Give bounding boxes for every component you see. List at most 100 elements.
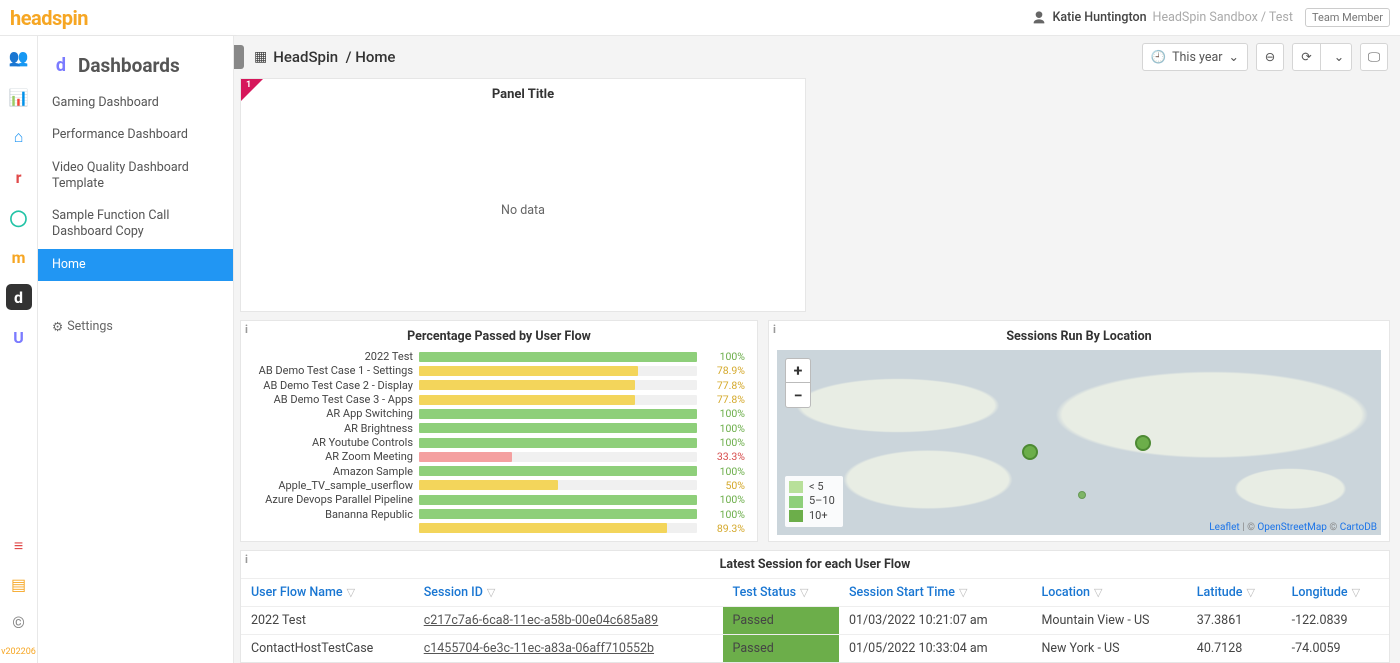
- pct-row[interactable]: AR Zoom Meeting33.3%: [253, 450, 745, 463]
- filter-icon[interactable]: ▽: [1247, 586, 1255, 599]
- rail-copyright-icon[interactable]: ©: [6, 609, 32, 635]
- pct-row[interactable]: Bananna Republic100%: [253, 507, 745, 520]
- table-header[interactable]: Test Status▽: [723, 579, 839, 607]
- breadcrumb[interactable]: HeadSpin / Home: [273, 48, 395, 66]
- refresh-split-button[interactable]: ⟳ ⌄: [1292, 43, 1352, 71]
- panel-info-icon[interactable]: i: [773, 323, 776, 336]
- pct-row[interactable]: AR App Switching100%: [253, 407, 745, 420]
- alert-badge[interactable]: [241, 79, 263, 101]
- zoom-in-button[interactable]: +: [786, 359, 810, 383]
- rail-home-icon[interactable]: ⌂: [6, 124, 32, 150]
- percentage-panel: i Percentage Passed by User Flow 2022 Te…: [240, 320, 758, 542]
- table-row[interactable]: 2022 Test c217c7a6-6ca8-11ec-a58b-00e04c6…: [241, 607, 1389, 635]
- sidebar-settings[interactable]: ⚙ Settings: [38, 311, 233, 343]
- table-cell: c1455704-6e3c-11ec-a83a-06aff710552b: [414, 635, 723, 663]
- pct-label: AR App Switching: [253, 407, 413, 420]
- zoom-out-button[interactable]: −: [786, 383, 810, 407]
- pct-value: 100%: [703, 422, 745, 435]
- filter-icon[interactable]: ▽: [487, 586, 495, 599]
- map-marker[interactable]: [1078, 491, 1086, 499]
- pct-row[interactable]: AB Demo Test Case 3 - Apps77.8%: [253, 393, 745, 406]
- map-title: Sessions Run By Location: [777, 325, 1381, 350]
- sidebar-item[interactable]: Home: [38, 249, 233, 281]
- pct-value: 77.8%: [703, 379, 745, 392]
- pct-row[interactable]: AR Youtube Controls100%: [253, 436, 745, 449]
- status-cell: Passed: [723, 635, 839, 663]
- filter-icon[interactable]: ▽: [959, 586, 967, 599]
- filter-icon[interactable]: ▽: [1094, 586, 1102, 599]
- sidebar-item[interactable]: Performance Dashboard: [38, 119, 233, 151]
- pct-bar: [419, 495, 697, 505]
- time-range-picker[interactable]: 🕘 This year ⌄: [1142, 43, 1249, 71]
- sidebar-item[interactable]: Gaming Dashboard: [38, 87, 233, 119]
- monitor-icon: 🖵: [1368, 50, 1380, 65]
- top-header: headspin Katie Huntington HeadSpin Sandb…: [0, 0, 1400, 36]
- panel-title-panel: 1 Panel Title No data: [240, 78, 806, 312]
- table-row[interactable]: ContactHostTestCasec1455704-6e3c-11ec-a8…: [241, 635, 1389, 663]
- pct-bar: [419, 466, 697, 476]
- legend-row: < 5: [789, 480, 835, 494]
- map-marker[interactable]: [1022, 444, 1038, 460]
- table-header[interactable]: Latitude▽: [1187, 579, 1282, 607]
- rail-r-icon[interactable]: r: [6, 164, 32, 190]
- user-area[interactable]: Katie Huntington HeadSpin Sandbox / Test…: [1031, 8, 1391, 27]
- chevron-down-icon: ⌄: [1229, 49, 1239, 65]
- sidebar-item[interactable]: Video Quality Dashboard Template: [38, 152, 233, 201]
- pct-row[interactable]: AB Demo Test Case 2 - Display77.8%: [253, 379, 745, 392]
- table-header[interactable]: Session Start Time▽: [839, 579, 1032, 607]
- monitor-button[interactable]: 🖵: [1360, 43, 1388, 71]
- role-badge: Team Member: [1305, 8, 1390, 27]
- table-header[interactable]: Location▽: [1032, 579, 1187, 607]
- filter-icon[interactable]: ▽: [800, 586, 808, 599]
- toolbar: ‹ ▦ HeadSpin / Home 🕘 This year ⌄ ⊖ ⟳ ⌄ …: [234, 36, 1400, 78]
- pct-row[interactable]: Apple_TV_sample_userflow50%: [253, 479, 745, 492]
- sidebar-item[interactable]: Sample Function Call Dashboard Copy: [38, 200, 233, 249]
- rail-d-icon-icon[interactable]: d: [6, 284, 32, 310]
- map[interactable]: + − < 55–1010+ Leaflet | © OpenStreetMap…: [777, 350, 1381, 535]
- pct-row[interactable]: 2022 Test100%: [253, 350, 745, 363]
- rail-chart-bar-icon[interactable]: 📊: [6, 84, 32, 110]
- pct-row[interactable]: AR Brightness100%: [253, 422, 745, 435]
- pct-bar: [419, 480, 697, 490]
- sidebar-title: d Dashboards: [38, 48, 233, 87]
- zoom-out-button[interactable]: ⊖: [1256, 43, 1284, 71]
- alert-count: 1: [246, 80, 251, 90]
- filter-icon[interactable]: ▽: [1352, 586, 1360, 599]
- pct-row[interactable]: Amazon Sample100%: [253, 465, 745, 478]
- session-link[interactable]: c217c7a6-6ca8-11ec-a58b-00e04c685a89: [424, 613, 659, 628]
- pct-bar: [419, 523, 697, 533]
- back-button[interactable]: ‹: [234, 45, 244, 69]
- pct-row[interactable]: AB Demo Test Case 1 - Settings78.9%: [253, 364, 745, 377]
- legend-row: 10+: [789, 509, 835, 523]
- rail-m-icon[interactable]: m: [6, 244, 32, 270]
- pct-bar: [419, 509, 697, 519]
- panel1-no-data: No data: [241, 203, 805, 218]
- pct-row[interactable]: Azure Devops Parallel Pipeline100%: [253, 493, 745, 506]
- map-zoom-control: + −: [785, 358, 811, 408]
- pct-bar: [419, 352, 697, 362]
- table-cell: New York - US: [1032, 635, 1187, 663]
- table-cell: 2022 Test: [241, 607, 414, 635]
- rail-people-icon[interactable]: 👥: [6, 44, 32, 70]
- filter-icon[interactable]: ▽: [347, 586, 355, 599]
- map-legend: < 55–1010+: [785, 476, 843, 527]
- session-link[interactable]: c1455704-6e3c-11ec-a83a-06aff710552b: [424, 641, 654, 656]
- table-header[interactable]: Session ID▽: [414, 579, 723, 607]
- table-header[interactable]: User Flow Name▽: [241, 579, 414, 607]
- pct-value: 89.3%: [703, 522, 745, 535]
- rail-u-icon[interactable]: U: [6, 324, 32, 350]
- pct-label: 2022 Test: [253, 350, 413, 363]
- panel-info-icon[interactable]: i: [245, 323, 248, 336]
- chevron-down-icon: ⌄: [1327, 49, 1351, 65]
- pct-row[interactable]: 89.3%: [253, 522, 745, 535]
- rail-list-red-icon[interactable]: ≡: [6, 533, 32, 559]
- pct-bar: [419, 452, 697, 462]
- rail-ring-icon[interactable]: ◯: [6, 204, 32, 230]
- table-header[interactable]: Longitude▽: [1282, 579, 1389, 607]
- pct-label: AB Demo Test Case 1 - Settings: [253, 364, 413, 377]
- map-marker[interactable]: [1135, 435, 1151, 451]
- user-icon: [1031, 10, 1047, 26]
- panel-info-icon[interactable]: i: [245, 553, 248, 566]
- rail-doc-orange-icon[interactable]: ▤: [6, 571, 32, 597]
- org-path: HeadSpin Sandbox / Test: [1153, 10, 1293, 25]
